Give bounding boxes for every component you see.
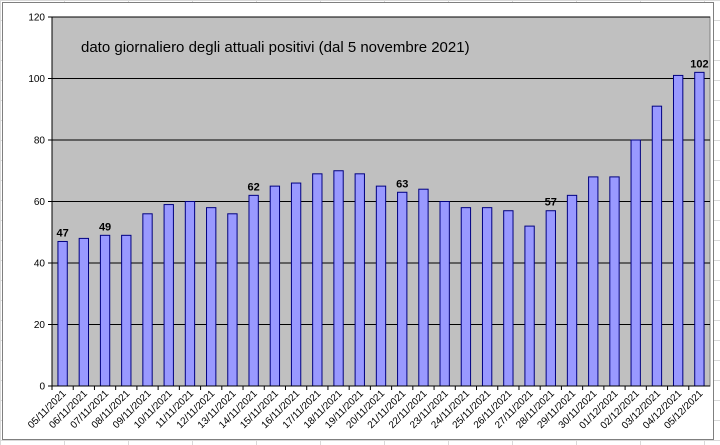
y-tick-label: 60 [34,197,46,208]
bar[interactable] [588,176,599,387]
y-tick-label: 100 [28,74,45,85]
bar[interactable] [78,237,90,387]
data-label: 102 [690,58,708,70]
bar[interactable] [206,207,217,387]
bar[interactable] [672,74,684,387]
bar[interactable] [121,234,132,387]
x-axis: 05/11/202106/11/202107/11/202108/11/2021… [26,385,710,432]
bar[interactable] [184,201,196,387]
chart-area[interactable]: 0 20 40 60 80 100 120 05/11/2021 06/11/2021 07/1… [2,2,714,440]
y-tick-label: 20 [34,320,46,331]
y-tick-label: 120 [28,13,45,24]
bar[interactable] [524,225,535,387]
y-tick-label: 0 [39,382,45,393]
bar[interactable] [99,234,111,387]
bar[interactable] [630,139,641,387]
data-labels: 47 49 62 63 57 102 [56,58,708,239]
chart-title: dato giornaliero degli attuali positivi … [81,39,470,56]
bar[interactable] [333,170,344,387]
bar[interactable] [269,185,281,387]
y-axis: 0 20 40 60 80 100 120 [28,13,53,393]
bar[interactable] [566,194,578,387]
data-label: 57 [545,197,557,209]
data-label: 47 [56,227,68,239]
bar[interactable] [142,213,153,387]
bar[interactable] [439,201,450,387]
bar[interactable] [418,188,429,387]
bar[interactable] [651,105,663,387]
bar[interactable] [163,204,174,387]
data-label: 63 [396,178,408,190]
y-tick-label: 80 [34,136,46,147]
bar[interactable] [545,210,556,387]
bar[interactable] [397,191,408,387]
bar[interactable] [375,185,387,387]
bar[interactable] [248,194,259,387]
data-label: 62 [248,181,260,193]
data-label: 49 [99,221,111,233]
bar[interactable] [312,173,323,387]
y-tick-label: 40 [34,259,46,270]
bar[interactable] [354,173,365,387]
bar[interactable] [609,176,620,387]
bar[interactable] [503,210,514,387]
bar[interactable] [227,213,238,387]
bar[interactable] [460,207,472,387]
bar-chart: 0 20 40 60 80 100 120 05/11/202106/11/202107/1… [26,13,711,432]
bar[interactable] [290,182,302,387]
bar[interactable] [481,207,493,387]
bar[interactable] [694,71,705,387]
bar[interactable] [57,240,68,387]
